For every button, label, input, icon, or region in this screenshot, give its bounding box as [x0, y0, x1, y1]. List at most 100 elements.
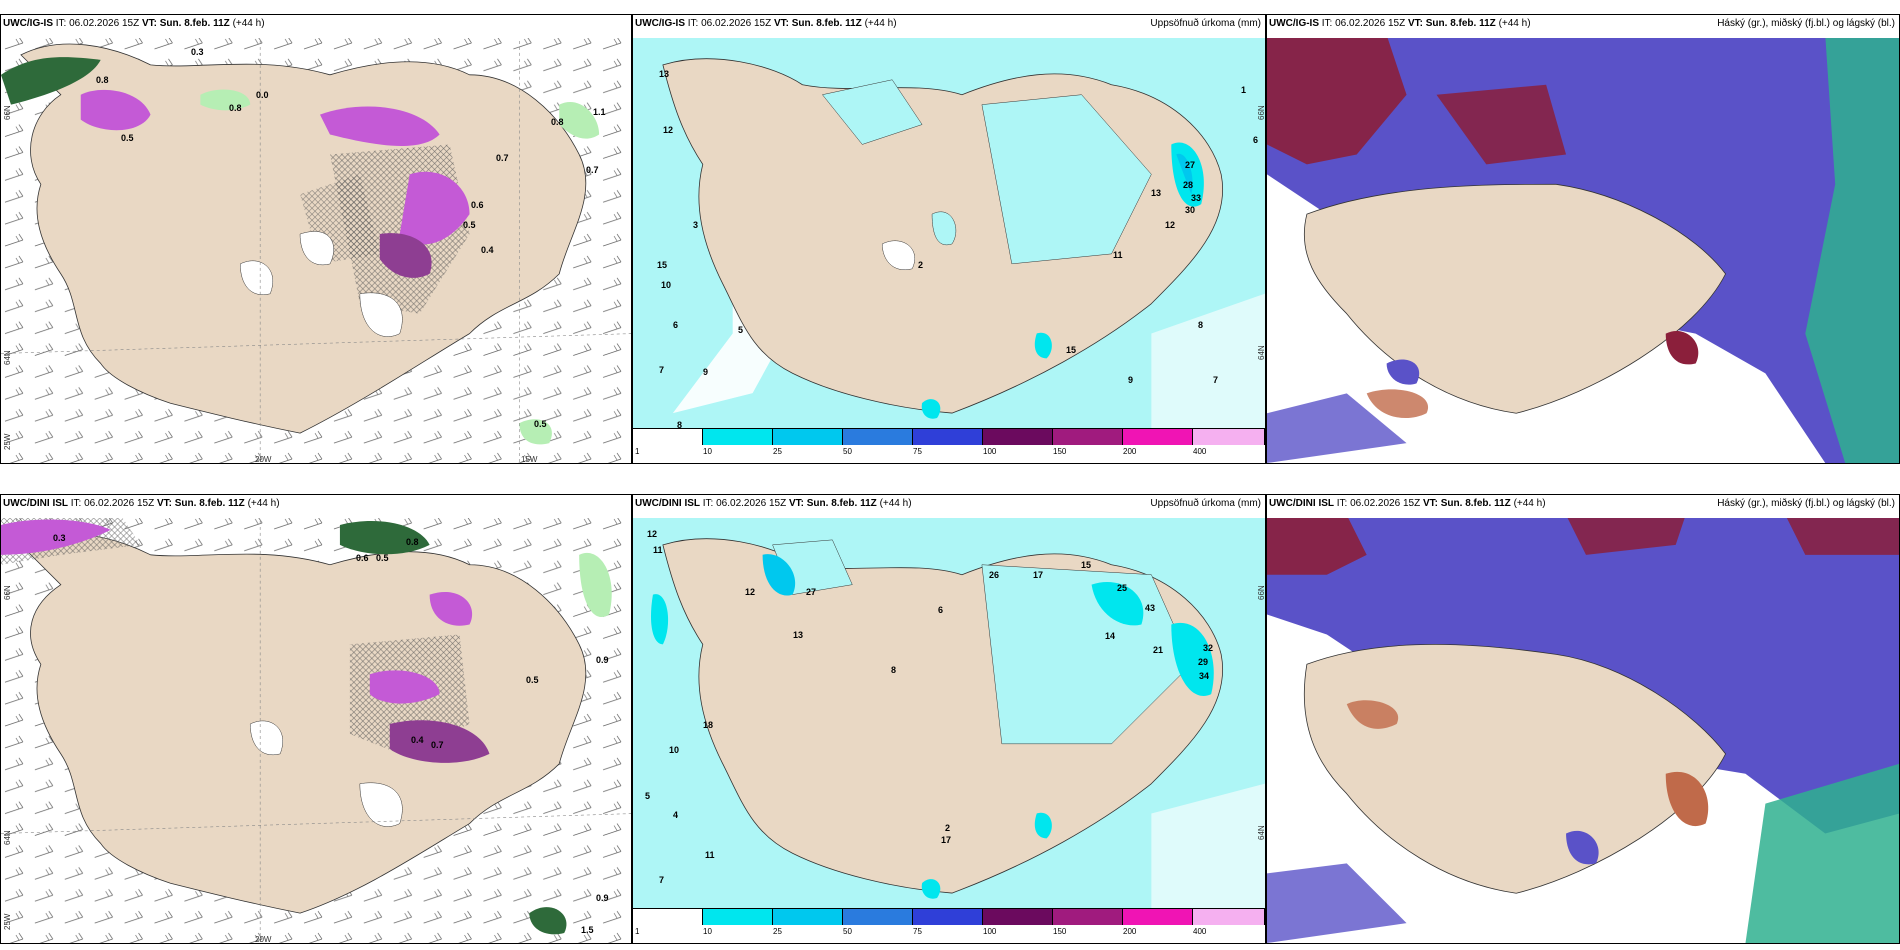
- lead-time: (+44 h): [879, 498, 912, 509]
- colorbar: 1 10 25 50 75 100 150 200 400: [633, 908, 1265, 943]
- panel-header: UWC/DINI ISL IT: 06.02.2026 15Z VT: Sun.…: [1267, 495, 1899, 518]
- axis-lat: 64N: [3, 350, 12, 365]
- precip-value: 18: [703, 720, 714, 730]
- model-name: UWC/IG-IS: [1269, 18, 1319, 29]
- colorbar-swatch: [633, 429, 703, 445]
- axis-lat: 25W: [3, 913, 12, 930]
- colorbar-tick: 150: [1053, 927, 1067, 936]
- colorbar-swatch: [703, 429, 773, 445]
- precip-value: 5: [738, 325, 744, 335]
- init-time: IT: 06.02.2026 15Z: [70, 498, 155, 509]
- panel-header: UWC/DINI ISL IT: 06.02.2026 15Z VT: Sun.…: [1, 495, 631, 518]
- lead-time: (+44 h): [247, 498, 280, 509]
- precip-value: 34: [1199, 671, 1210, 681]
- colorbar-tick: 200: [1123, 447, 1137, 456]
- valid-time: VT: Sun. 8.feb. 11Z: [773, 18, 862, 29]
- axis-lat: 66N: [3, 105, 12, 120]
- wind-label: 0.8: [406, 537, 419, 547]
- colorbar-tick: 50: [843, 927, 852, 936]
- precip-value: 28: [1183, 180, 1194, 190]
- model-name: UWC/DINI ISL: [1269, 498, 1334, 509]
- panel-wind-bottom: UWC/DINI ISL IT: 06.02.2026 15Z VT: Sun.…: [0, 494, 632, 944]
- lead-time: (+44 h): [232, 18, 265, 29]
- wind-label: 0.6: [471, 200, 484, 210]
- wind-label: 0.5: [463, 220, 476, 230]
- precip-value: 11: [653, 545, 663, 555]
- colorbar-tick: 75: [913, 927, 922, 936]
- valid-time: VT: Sun. 8.feb. 11Z: [141, 18, 230, 29]
- colorbar-tick: 400: [1193, 927, 1207, 936]
- panel-title: Uppsöfnuð úrkoma (mm): [1150, 498, 1261, 509]
- wind-label: 0.0: [256, 90, 269, 100]
- precip-value: 27: [1185, 160, 1196, 170]
- axis-lat: 64N: [1257, 345, 1266, 360]
- axis-lat: 66N: [3, 585, 12, 600]
- precip-value: 14: [1105, 631, 1116, 641]
- panel-wind-top: UWC/IG-IS IT: 06.02.2026 15Z VT: Sun. 8.…: [0, 14, 632, 464]
- axis-lat: 64N: [1257, 825, 1266, 840]
- precip-map-svg: [633, 515, 1265, 909]
- precip-value: 13: [1151, 188, 1162, 198]
- valid-time: VT: Sun. 8.feb. 11Z: [1422, 498, 1511, 509]
- precip-map: 12 11 18 12 13 27 15 26 17 25 43 14 32 2…: [633, 515, 1265, 909]
- precip-map-svg: [633, 35, 1265, 429]
- wind-label: 0.6: [356, 553, 369, 563]
- colorbar-tick: 150: [1053, 447, 1067, 456]
- model-name: UWC/DINI ISL: [3, 498, 68, 509]
- wind-label: 1.5: [581, 925, 594, 935]
- precip-value: 12: [663, 125, 674, 135]
- wind-label: 0.5: [121, 133, 134, 143]
- colorbar-tick: 50: [843, 447, 852, 456]
- colorbar-tick: 200: [1123, 927, 1137, 936]
- colorbar-tick: 25: [773, 447, 782, 456]
- precip-value: 6: [673, 320, 679, 330]
- colorbar-swatch: [913, 429, 983, 445]
- precip-value: 32: [1203, 643, 1214, 653]
- precip-map: 13 12 15 10 6 7 9 8 4 3 5 2 8 27 28 33 3…: [633, 35, 1266, 440]
- wind-label: 0.9: [596, 893, 609, 903]
- wind-label: 0.8: [551, 117, 564, 127]
- colorbar-swatch: [843, 909, 913, 925]
- colorbar-tick: 1: [635, 927, 640, 936]
- colorbar-swatch: [913, 909, 983, 925]
- precip-value: 15: [1081, 560, 1092, 570]
- valid-time: VT: Sun. 8.feb. 11Z: [1407, 18, 1496, 29]
- model-name: UWC/IG-IS: [635, 18, 685, 29]
- colorbar-tick: 75: [913, 447, 922, 456]
- precip-value: 2: [918, 260, 924, 270]
- colorbar-swatch: [773, 429, 843, 445]
- wind-label: 0.7: [431, 740, 444, 750]
- precip-value: 15: [1066, 345, 1077, 355]
- precip-value: 2: [945, 823, 951, 833]
- axis-lat: 25W: [3, 433, 12, 450]
- wind-label: 0.7: [586, 165, 599, 175]
- colorbar-tick: 10: [703, 927, 712, 936]
- colorbar-tick: 10: [703, 447, 712, 456]
- colorbar-tick: 400: [1193, 447, 1207, 456]
- wind-label: 1.1: [593, 107, 606, 117]
- precip-value: 7: [659, 875, 665, 885]
- wind-map-svg: [1, 515, 631, 943]
- precip-value: 1: [1241, 85, 1247, 95]
- precip-value: 17: [941, 835, 952, 845]
- colorbar-swatch: [1193, 909, 1265, 925]
- wind-label: 0.4: [411, 735, 424, 745]
- panel-title: Háský (gr.), miðský (fj.bl.) og lágský (…: [1717, 498, 1895, 509]
- init-time: IT: 06.02.2026 15Z: [1336, 498, 1421, 509]
- precip-value: 43: [1145, 603, 1156, 613]
- precip-value: 11: [705, 850, 715, 860]
- precip-value: 21: [1153, 645, 1164, 655]
- axis-lon: 15W: [521, 455, 538, 464]
- colorbar-tick: 100: [983, 927, 997, 936]
- colorbar-tick: 100: [983, 447, 997, 456]
- precip-value: 17: [1033, 570, 1044, 580]
- precip-value: 33: [1191, 193, 1202, 203]
- lead-time: (+44 h): [1498, 18, 1531, 29]
- wind-label: 0.5: [526, 675, 539, 685]
- panel-header: UWC/DINI ISL IT: 06.02.2026 15Z VT: Sun.…: [633, 495, 1265, 518]
- wind-map-svg: [1, 35, 631, 463]
- panel-cloud-bottom: UWC/DINI ISL IT: 06.02.2026 15Z VT: Sun.…: [1266, 494, 1900, 944]
- colorbar-swatch: [843, 429, 913, 445]
- colorbar-tick: 1: [635, 447, 640, 456]
- precip-value: 10: [661, 280, 672, 290]
